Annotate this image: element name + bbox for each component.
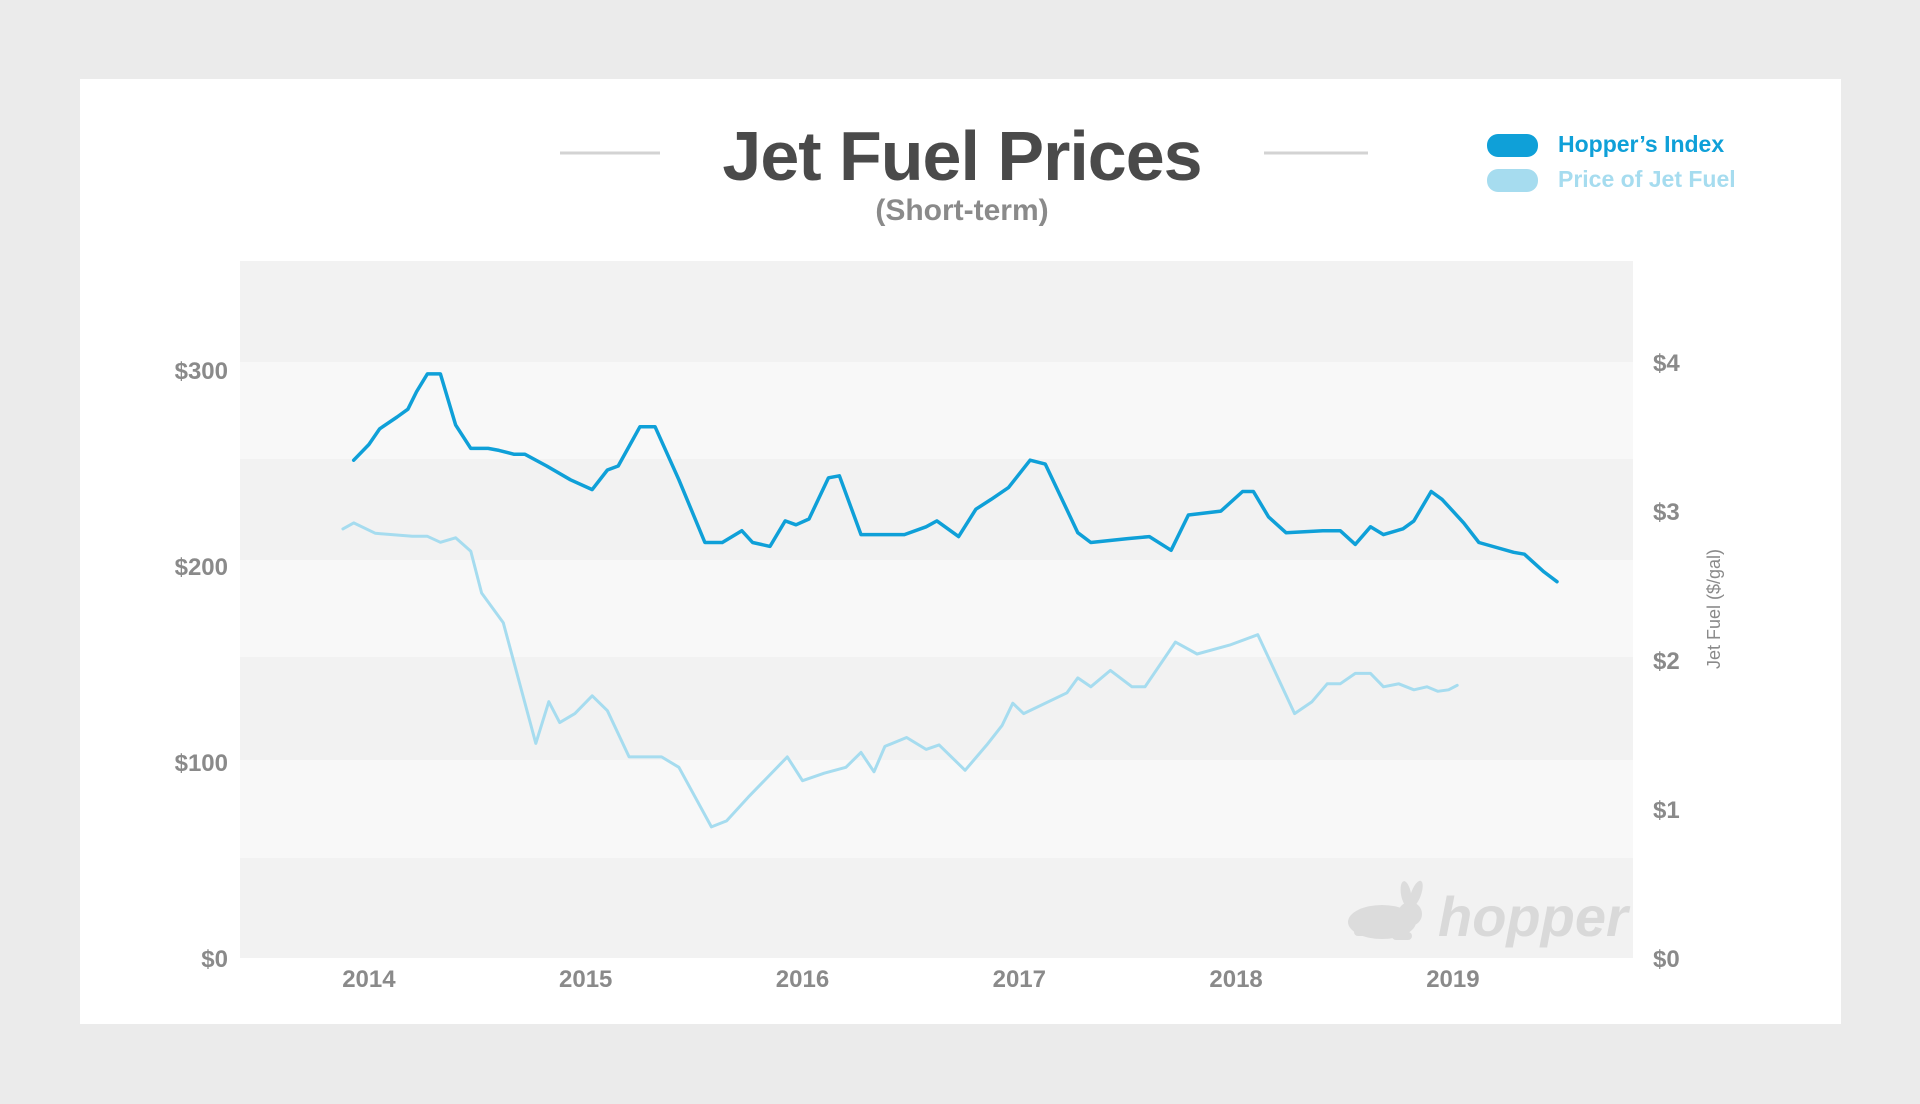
- right-tick-label: $1: [1653, 797, 1680, 824]
- x-tick-label: 2019: [1426, 966, 1479, 993]
- grid-band: [240, 459, 1633, 560]
- chart-title: Jet Fuel Prices: [722, 117, 1201, 195]
- legend-label-hopper-index: Hopper’s Index: [1558, 131, 1724, 157]
- x-tick-label: 2018: [1209, 966, 1262, 993]
- chart: Jet Fuel Prices (Short-term) Hopper’s In…: [175, 117, 1736, 993]
- legend-swatch-jet-fuel: [1487, 169, 1538, 192]
- grid-band: [240, 362, 1633, 459]
- left-axis-ticks: $0 $100 $200 $300: [175, 358, 228, 973]
- grid-band: [240, 560, 1633, 657]
- rabbit-icon: [1348, 880, 1423, 940]
- series-layer: [341, 372, 1559, 829]
- right-tick-label: $3: [1653, 499, 1680, 526]
- chart-card: Jet Fuel Prices (Short-term) Hopper’s In…: [80, 79, 1841, 1024]
- x-tick-label: 2017: [993, 966, 1046, 993]
- x-axis-ticks: 2014 2015 2016 2017 2018 2019: [342, 966, 1479, 993]
- grid-band: [240, 858, 1633, 958]
- right-tick-label: $4: [1653, 350, 1680, 377]
- right-tick-label: $0: [1653, 946, 1680, 973]
- grid-band: [240, 760, 1633, 858]
- series-line-hopper-index: [351, 372, 1559, 584]
- legend-swatch-hopper-index: [1487, 134, 1538, 157]
- grid-band: [240, 261, 1633, 362]
- x-tick-label: 2015: [559, 966, 612, 993]
- left-tick-label: $100: [175, 750, 228, 777]
- right-axis-ticks: $0 $1 $2 $3 $4: [1653, 350, 1680, 973]
- left-tick-label: $0: [201, 946, 228, 973]
- right-tick-label: $2: [1653, 648, 1680, 675]
- chart-subtitle: (Short-term): [875, 194, 1048, 227]
- background-bands: [240, 261, 1633, 958]
- right-axis-label: Jet Fuel ($/gal): [1704, 549, 1724, 669]
- series-line-jet-fuel: [341, 521, 1459, 829]
- left-tick-label: $200: [175, 554, 228, 581]
- x-tick-label: 2014: [342, 966, 396, 993]
- watermark-text: hopper: [1438, 885, 1631, 948]
- grid-band: [240, 657, 1633, 760]
- x-tick-label: 2016: [776, 966, 829, 993]
- left-tick-label: $300: [175, 358, 228, 385]
- legend-label-jet-fuel: Price of Jet Fuel: [1558, 166, 1736, 192]
- hopper-watermark: hopper: [1348, 880, 1631, 948]
